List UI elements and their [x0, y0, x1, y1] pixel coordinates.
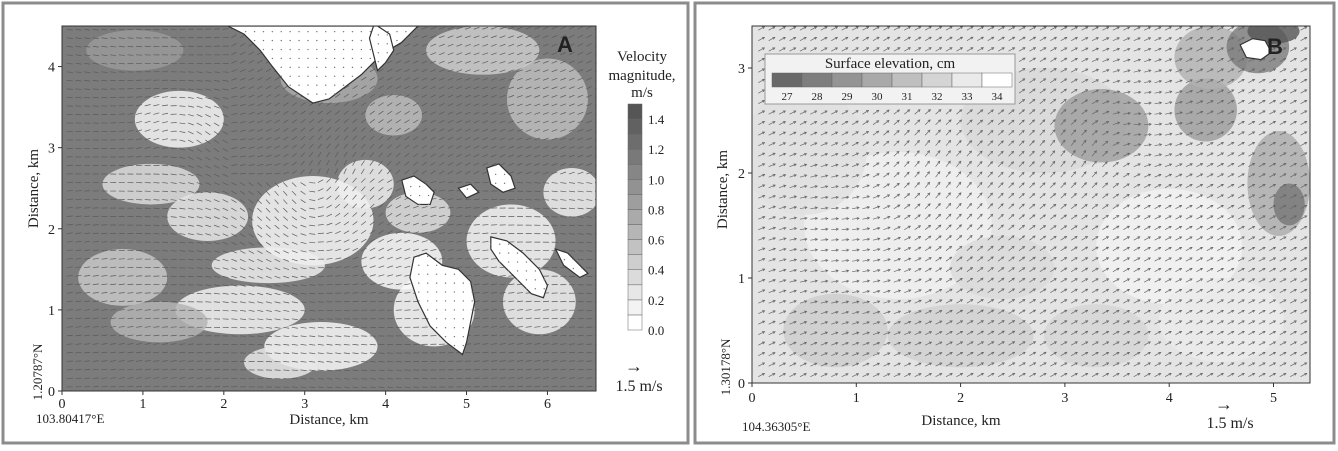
- panel-b-x-tick-label: 4: [1166, 391, 1173, 406]
- colorbar-a-boxes: [628, 104, 642, 330]
- panel-b-x-tick-label: 1: [853, 391, 860, 406]
- panel-b-origin-longitude: 104.36305°E: [742, 419, 810, 434]
- colorbar-a-tick-label: 0.0: [648, 323, 664, 338]
- colorbar-a-swatch: [628, 149, 642, 164]
- panel-b-y-tick-label: 1: [738, 272, 745, 287]
- panel-a-x-tick-label: 4: [382, 397, 389, 412]
- colorbar-a-tick-label: 1.2: [648, 142, 664, 157]
- panel-b-y-tick-label: 2: [738, 167, 745, 182]
- panel-a-letter: A: [557, 32, 573, 57]
- colorbar-b-tick-label: 31: [902, 91, 913, 103]
- colorbar-b-tick-label: 34: [992, 91, 1004, 103]
- colorbar-a-swatch: [628, 315, 642, 330]
- colorbar-a-swatch: [628, 270, 642, 285]
- panel-a-origin-longitude: 103.80417°E: [36, 411, 104, 426]
- panel-b-x-tick-label: 2: [957, 391, 964, 406]
- panel-b-letter: B: [1267, 34, 1283, 59]
- colorbar-b-swatch: [982, 73, 1012, 87]
- colorbar-b-swatch: [892, 73, 922, 87]
- panel-a-reference-label: 1.5 m/s: [615, 378, 662, 395]
- panel-a-x-tick-label: 1: [139, 397, 146, 412]
- colorbar-a-swatch: [628, 240, 642, 255]
- colorbar-a-tick-label: 0.8: [648, 202, 664, 217]
- panel-a-y-tick-label: 1: [48, 304, 55, 319]
- colorbar-b-boxes: [772, 73, 1012, 87]
- panel-a-colorbar: Velocity magnitude, m/s 1.4 1.2 1.0 0.8 0.6 0…: [608, 49, 675, 395]
- panel-b-reference-arrow: →: [1215, 394, 1233, 414]
- colorbar-a-title-line-2: magnitude,: [608, 68, 675, 84]
- panel-a-x-tick-label: 2: [220, 397, 227, 412]
- panel-a-x-axis-label: Distance, km: [289, 412, 368, 428]
- panel-b-x-tick-label: 0: [749, 391, 756, 406]
- colorbar-a-labels: 1.4 1.2 1.0 0.8 0.6 0.4 0.2 0.0: [648, 112, 665, 338]
- panel-b-y-tick-label: 3: [738, 62, 745, 77]
- panel-b-y-tick-label: 0: [738, 377, 745, 392]
- colorbar-a-swatch: [628, 119, 642, 134]
- panel-a-y-tick-label: 3: [48, 142, 55, 157]
- colorbar-a-swatch: [628, 134, 642, 149]
- panel-a-x-tick-label: 0: [59, 397, 66, 412]
- panel-a-x-tick-label: 5: [463, 397, 470, 412]
- panel-a-y-tick-label: 2: [48, 223, 55, 238]
- colorbar-a-swatch: [628, 285, 642, 300]
- colorbar-a-swatch: [628, 104, 642, 119]
- panel-b-x-axis-label: Distance, km: [921, 413, 1000, 429]
- panel-b-origin-latitude: 1.30178°N: [718, 338, 733, 395]
- colorbar-b-tick-label: 28: [812, 91, 824, 103]
- panel-a-reference-arrow: →: [625, 356, 643, 376]
- colorbar-b-tick-label: 29: [842, 91, 854, 103]
- colorbar-a-tick-label: 1.0: [648, 172, 664, 187]
- colorbar-b-tick-label: 27: [782, 91, 794, 103]
- panel-a-y-tick-label: 0: [48, 385, 55, 400]
- panel-b-y-axis-label: Distance, km: [715, 150, 731, 229]
- colorbar-b-title: Surface elevation, cm: [825, 56, 956, 72]
- colorbar-a-swatch: [628, 225, 642, 240]
- colorbar-a-swatch: [628, 300, 642, 315]
- colorbar-b-swatch: [922, 73, 952, 87]
- panel-a-x-tick-label: 3: [301, 397, 308, 412]
- panel-a-y-tick-label: 4: [48, 61, 55, 76]
- colorbar-a-tick-label: 0.2: [648, 293, 664, 308]
- panel-b-x-tick-label: 3: [1061, 391, 1068, 406]
- colorbar-b-tick-label: 32: [932, 91, 943, 103]
- panel-a-origin-latitude: 1.20787°N: [30, 343, 45, 400]
- colorbar-a-tick-label: 0.6: [648, 233, 665, 248]
- panel-b-colorbar: Surface elevation, cm 27 28 29 30 31 32 33 34: [765, 54, 1015, 104]
- colorbar-b-swatch: [832, 73, 862, 87]
- colorbar-b-tick-label: 33: [962, 91, 974, 103]
- colorbar-a-swatch: [628, 255, 642, 270]
- colorbar-b-tick-label: 30: [872, 91, 884, 103]
- colorbar-b-swatch: [862, 73, 892, 87]
- colorbar-b-swatch: [772, 73, 802, 87]
- colorbar-a-tick-label: 1.4: [648, 112, 665, 127]
- panel-a-x-tick-label: 6: [544, 397, 551, 412]
- colorbar-a-title-line-1: Velocity: [617, 49, 667, 65]
- colorbar-a-swatch: [628, 179, 642, 194]
- colorbar-a-swatch: [628, 194, 642, 209]
- colorbar-a-tick-label: 0.4: [648, 263, 665, 278]
- colorbar-a-swatch: [628, 209, 642, 224]
- colorbar-a-swatch: [628, 164, 642, 179]
- panel-b-reference-label: 1.5 m/s: [1206, 415, 1253, 432]
- colorbar-b-swatch: [802, 73, 832, 87]
- colorbar-b-swatch: [952, 73, 982, 87]
- panel-b-x-tick-label: 5: [1270, 391, 1277, 406]
- panel-a-y-axis-label: Distance, km: [26, 149, 42, 228]
- colorbar-a-title-line-3: m/s: [631, 85, 653, 101]
